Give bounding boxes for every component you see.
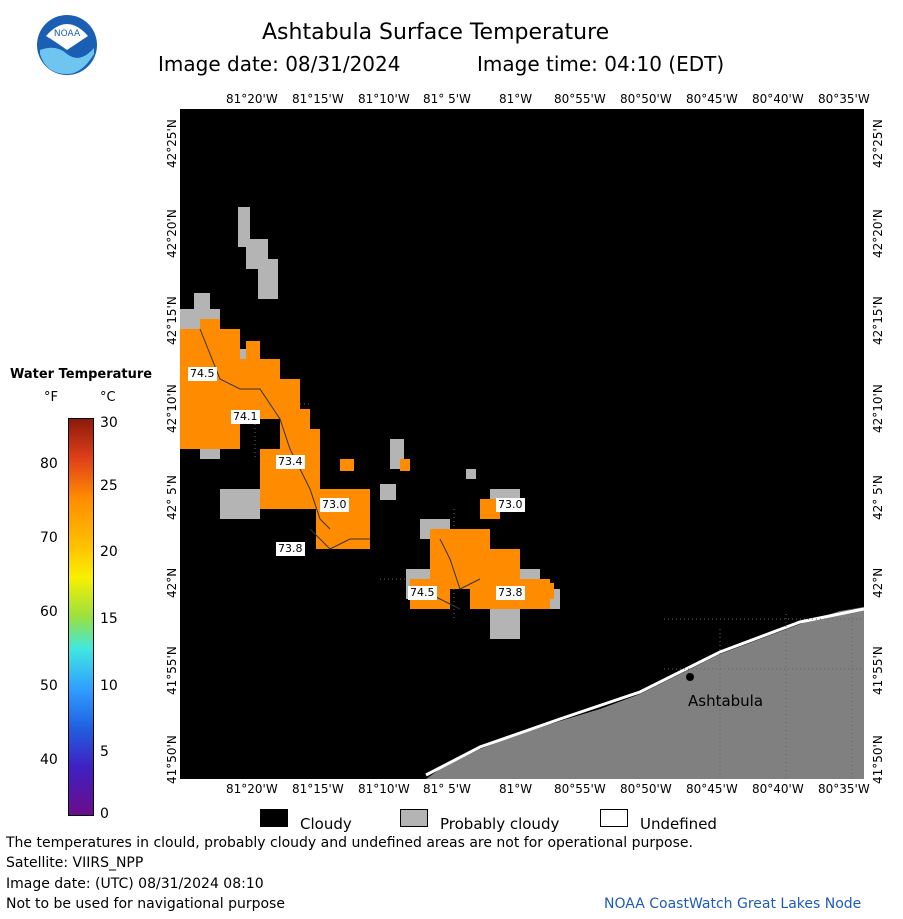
lat-tick: 42° 5'N [165, 475, 179, 520]
temp-label: 73.8 [496, 586, 525, 600]
lon-tick: 80°55'W [554, 92, 606, 106]
lat-tick: 42°10'N [165, 384, 179, 433]
lon-tick: 81°10'W [358, 782, 410, 796]
f-tick: 70 [40, 530, 58, 546]
colorbar-unit-f: °F [44, 390, 58, 405]
temp-label: 74.5 [408, 586, 437, 600]
lon-tick: 80°55'W [554, 782, 606, 796]
c-tick: 20 [100, 544, 118, 560]
lon-tick: 81°10'W [358, 92, 410, 106]
lat-tick: 42°25'N [871, 119, 885, 168]
map-svg [180, 207, 864, 779]
lat-tick: 41°50'N [871, 735, 885, 784]
shoreline [425, 607, 864, 777]
city-marker [686, 673, 694, 681]
lon-tick: 81°15'W [292, 92, 344, 106]
temp-label: 74.1 [231, 410, 260, 424]
warm-water-areas [180, 319, 554, 609]
noaa-logo: NOAA [36, 14, 98, 76]
lon-tick: 80°40'W [752, 782, 804, 796]
lat-tick: 42°15'N [871, 296, 885, 345]
lat-tick: 42°10'N [871, 384, 885, 433]
lat-tick: 42° 5'N [871, 475, 885, 520]
colorbar [68, 418, 94, 816]
legend-probably-cloudy-label: Probably cloudy [440, 815, 560, 833]
footer-navigation: Not to be used for navigational purpose [6, 896, 285, 912]
lon-tick: 80°45'W [686, 92, 738, 106]
lat-tick: 41°55'N [165, 646, 179, 695]
lon-tick: 80°45'W [686, 782, 738, 796]
lat-tick: 42°N [165, 567, 179, 598]
temp-label: 73.8 [276, 542, 305, 556]
lon-tick: 81° 5'W [423, 782, 471, 796]
footer-credit: NOAA CoastWatch Great Lakes Node [604, 896, 862, 912]
temp-label: 73.0 [320, 498, 349, 512]
lon-tick: 81°20'W [226, 92, 278, 106]
lat-tick: 41°55'N [871, 646, 885, 695]
legend-undefined-label: Undefined [640, 815, 717, 833]
image-time: Image time: 04:10 (EDT) [477, 52, 725, 76]
lon-tick: 80°35'W [818, 92, 870, 106]
lon-tick: 81°W [499, 92, 533, 106]
footer-utc-date: Image date: (UTC) 08/31/2024 08:10 [6, 876, 264, 892]
lon-tick: 80°50'W [620, 782, 672, 796]
map-panel [180, 109, 864, 779]
lat-tick: 42°20'N [871, 209, 885, 258]
lon-tick: 80°40'W [752, 92, 804, 106]
lon-tick: 80°35'W [818, 782, 870, 796]
colorbar-unit-c: °C [100, 390, 116, 405]
page-title: Ashtabula Surface Temperature [262, 20, 610, 45]
legend-cloudy-label: Cloudy [300, 815, 352, 833]
contour-lines [199, 328, 481, 610]
lat-tick: 42°25'N [165, 119, 179, 168]
city-label: Ashtabula [688, 692, 764, 710]
c-tick: 5 [100, 744, 109, 760]
temp-label: 73.4 [276, 455, 305, 469]
footer-satellite: Satellite: VIIRS_NPP [6, 855, 144, 871]
c-tick: 25 [100, 478, 118, 494]
f-tick: 60 [40, 604, 58, 620]
lon-tick: 81°W [499, 782, 533, 796]
lon-tick: 80°50'W [620, 92, 672, 106]
legend-cloudy-swatch [260, 809, 288, 827]
lat-tick: 42°20'N [165, 209, 179, 258]
lon-tick: 81°20'W [226, 782, 278, 796]
f-tick: 80 [40, 456, 58, 472]
c-tick: 10 [100, 678, 118, 694]
legend-probably-cloudy-swatch [400, 809, 428, 827]
c-tick: 15 [100, 611, 118, 627]
f-tick: 50 [40, 678, 58, 694]
temp-label: 73.0 [496, 498, 525, 512]
temp-label: 74.5 [188, 367, 217, 381]
land-area [426, 607, 864, 779]
logo-text: NOAA [54, 29, 81, 39]
lat-tick: 41°50'N [165, 735, 179, 784]
f-tick: 40 [40, 752, 58, 768]
image-date: Image date: 08/31/2024 [158, 52, 401, 76]
lat-tick: 42°15'N [165, 296, 179, 345]
c-tick: 0 [100, 806, 109, 822]
legend-undefined-swatch [600, 809, 628, 827]
colorbar-title: Water Temperature [10, 367, 153, 382]
lat-tick: 42°N [871, 567, 885, 598]
footer-note: The temperatures in clould, probably clo… [6, 835, 693, 851]
lon-tick: 81°15'W [292, 782, 344, 796]
lon-tick: 81° 5'W [423, 92, 471, 106]
c-tick: 30 [100, 415, 118, 431]
